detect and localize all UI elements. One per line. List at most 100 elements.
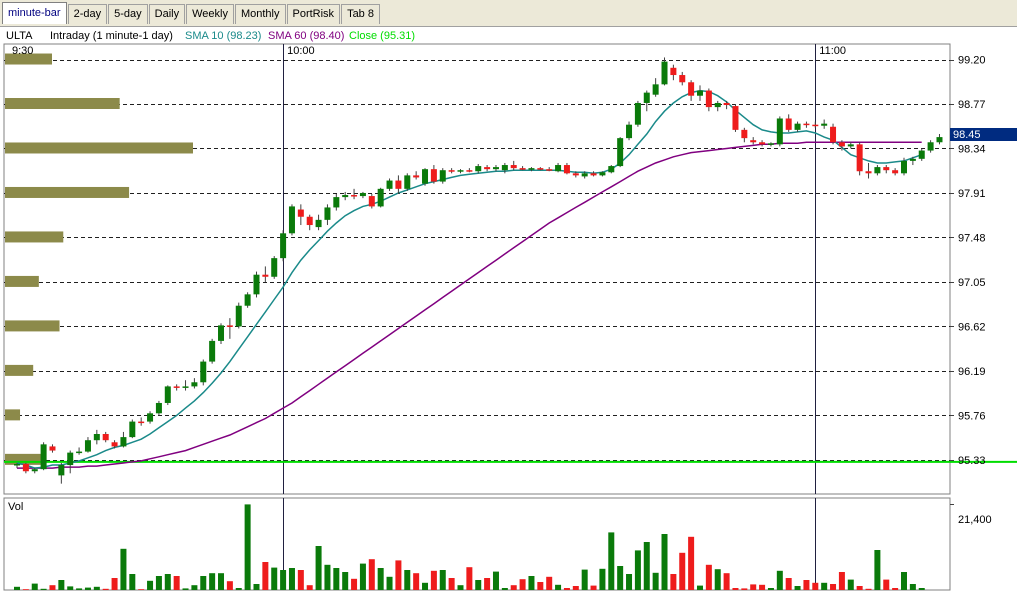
volume-bar xyxy=(696,585,703,590)
candle-body xyxy=(111,442,118,447)
volume-layer xyxy=(14,504,954,590)
volume-bar xyxy=(599,568,606,590)
volume-bar xyxy=(484,578,491,590)
candle-body xyxy=(856,144,863,172)
volume-bar xyxy=(280,570,287,590)
tab-minute-bar[interactable]: minute-bar xyxy=(2,2,67,24)
volume-bar xyxy=(262,562,269,590)
candle-body xyxy=(439,170,446,182)
candle-body xyxy=(200,361,207,383)
volume-bar xyxy=(129,574,136,590)
tab-weekly[interactable]: Weekly xyxy=(186,4,234,24)
volume-bar xyxy=(253,584,260,590)
last-price-label: 98.45 xyxy=(953,129,981,141)
price-tick-label: 95.76 xyxy=(958,410,986,422)
tab-bar: minute-bar 2-day 5-day Daily Weekly Mont… xyxy=(0,0,1017,27)
candle-body xyxy=(688,82,695,96)
volume-profile-bar xyxy=(5,231,64,243)
candle-body xyxy=(182,386,189,388)
price-tick-label: 96.19 xyxy=(958,366,986,378)
candle-body xyxy=(368,196,375,207)
volume-bar xyxy=(741,588,748,590)
volume-bar xyxy=(883,579,890,590)
tab-2-day[interactable]: 2-day xyxy=(67,4,108,24)
chart-svg[interactable]: 99.20 98.77 98.34 97.91 97.48 97.05 96.62 96.19… xyxy=(0,27,1017,591)
price-tick-label: 97.91 xyxy=(958,188,986,200)
volume-bar xyxy=(147,580,154,590)
volume-bar xyxy=(776,570,783,590)
candle-body xyxy=(510,165,517,169)
tab-daily[interactable]: Daily xyxy=(148,4,186,24)
volume-bar xyxy=(750,584,757,590)
volume-profile-layer xyxy=(5,53,193,465)
volume-bar xyxy=(670,574,677,590)
legend-sma10: SMA 10 (98.23) xyxy=(185,30,261,42)
candle-body xyxy=(404,175,411,189)
volume-bar xyxy=(138,589,145,590)
candle-body xyxy=(767,143,774,145)
last-price-badge xyxy=(950,128,1017,141)
volume-label: Vol xyxy=(8,501,23,513)
candle-body xyxy=(847,144,854,147)
candle-body xyxy=(120,437,127,447)
candle-body xyxy=(546,169,553,171)
price-tick-label: 96.62 xyxy=(958,321,986,333)
volume-bar xyxy=(218,573,225,590)
candle-body xyxy=(386,180,393,189)
price-tick-label: 99.20 xyxy=(958,55,986,67)
volume-bar xyxy=(306,585,313,590)
candle-body xyxy=(590,173,597,176)
candle-body xyxy=(395,180,402,189)
volume-bar xyxy=(111,578,118,590)
candle-body xyxy=(643,92,650,103)
candle-body xyxy=(865,171,872,174)
volume-bar xyxy=(608,532,615,590)
candle-body xyxy=(14,464,20,466)
volume-bar xyxy=(803,580,810,590)
volume-bar xyxy=(342,572,349,590)
candle-body xyxy=(634,102,641,125)
candle-body xyxy=(430,169,437,182)
candle-body xyxy=(226,325,233,327)
candle-body xyxy=(76,451,83,454)
candle-body xyxy=(537,168,544,170)
candle-body xyxy=(209,340,216,362)
tab-5-day[interactable]: 5-day xyxy=(108,4,148,24)
candle-body xyxy=(555,165,562,172)
volume-bar xyxy=(475,580,482,590)
price-tick-label: 97.05 xyxy=(958,277,986,289)
price-tick-label: 98.77 xyxy=(958,99,986,111)
volume-bar xyxy=(492,571,499,590)
candle-body xyxy=(794,123,801,130)
tab-monthly[interactable]: Monthly xyxy=(234,4,286,24)
volume-profile-bar xyxy=(5,98,120,109)
chart-area[interactable]: 99.20 98.77 98.34 97.91 97.48 97.05 96.62 96.19… xyxy=(0,27,1017,591)
tab-portrisk[interactable]: PortRisk xyxy=(286,4,341,24)
candle-body xyxy=(58,465,65,476)
candle-body xyxy=(528,168,535,170)
volume-bar xyxy=(909,584,916,590)
candle-body xyxy=(102,434,109,441)
volume-bar xyxy=(581,569,588,590)
volume-bar xyxy=(191,585,198,590)
volume-bar xyxy=(705,564,712,590)
volume-bar xyxy=(546,576,553,590)
candle-body xyxy=(297,209,304,217)
price-tick-label: 98.34 xyxy=(958,143,986,155)
candle-body xyxy=(705,90,712,108)
candle-body xyxy=(572,173,579,176)
volume-bar xyxy=(821,582,828,590)
price-tick-label: 97.48 xyxy=(958,232,986,244)
legend-symbol: ULTA xyxy=(6,30,33,42)
candle-body xyxy=(324,207,331,220)
volume-bar xyxy=(67,586,74,590)
volume-bar xyxy=(617,566,624,590)
tab-8[interactable]: Tab 8 xyxy=(341,4,380,24)
time-label: 9:30 xyxy=(12,45,33,57)
candle-body xyxy=(67,452,74,466)
volume-bar xyxy=(315,546,322,590)
volume-profile-bar xyxy=(5,275,39,287)
candle-body xyxy=(883,167,890,171)
candle-body xyxy=(93,434,100,441)
candle-body xyxy=(262,274,269,277)
